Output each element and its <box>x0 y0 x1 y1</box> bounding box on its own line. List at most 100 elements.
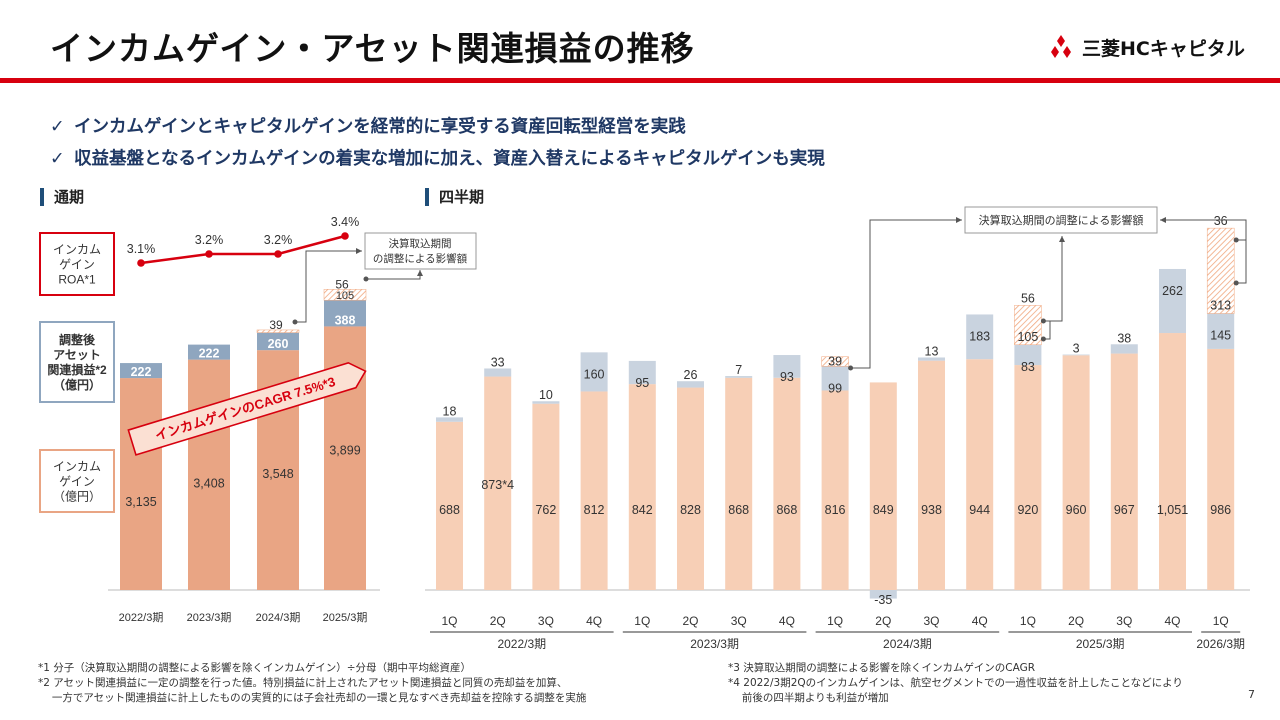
roa-label: 3.4% <box>331 215 360 229</box>
quarterly-asset-bar <box>1110 344 1138 354</box>
roa-point <box>137 259 145 267</box>
annual-callout-text: の調整による影響額 <box>373 252 468 265</box>
roa-label: 3.2% <box>264 233 293 247</box>
footnote-1: *1 分子（決算取込期間の調整による影響を除くインカムゲイン）÷分母（期中平均総… <box>38 662 472 674</box>
quarterly-asset-label: 262 <box>1162 284 1183 298</box>
roa-point <box>341 232 349 240</box>
quarterly-adjustment-bar <box>1206 227 1235 314</box>
quarterly-income-label: 828 <box>680 503 701 517</box>
quarterly-callout-connector <box>850 217 962 369</box>
footnote-4-cont: 前後の四半期よりも利益が増加 <box>728 692 889 704</box>
bullet-text-1: インカムゲインとキャピタルゲインを経常的に享受する資産回転型経営を実践 <box>74 117 686 137</box>
quarterly-asset-bar <box>436 417 463 422</box>
quarterly-category-label: 1Q <box>827 614 843 628</box>
quarterly-category-label: 3Q <box>731 614 747 628</box>
annual-callout-connector <box>366 270 423 280</box>
annual-category-label: 2025/3期 <box>323 611 368 624</box>
quarterly-category-label: 1Q <box>1213 614 1229 628</box>
footnote-2-cont: 一方でアセット関連損益に計上したものの実質的には子会社売却の一環と見なすべき売却… <box>38 692 587 704</box>
quarterly-income-label: 1,051 <box>1157 503 1188 517</box>
quarterly-asset-bar <box>918 357 945 361</box>
annual-income-bar <box>120 378 162 590</box>
annual-category-label: 2023/3期 <box>187 611 232 624</box>
legend-text-income: （億円） <box>53 490 101 504</box>
footnotes-right: *3 決算取込期間の調整による影響を除くインカムゲインのCAGR *4 2022… <box>728 660 1183 705</box>
quarterly-callout-text: 決算取込期間の調整による影響額 <box>979 213 1144 227</box>
annual-category-label: 2022/3期 <box>119 611 164 624</box>
annual-income-bar <box>188 359 230 590</box>
quarterly-asset-label: 26 <box>684 368 698 382</box>
quarterly-income-bar <box>1207 348 1235 590</box>
quarterly-income-label: 816 <box>825 503 846 517</box>
footnote-3: *3 決算取込期間の調整による影響を除くインカムゲインのCAGR <box>728 662 1036 674</box>
quarterly-callout-box <box>964 206 1158 234</box>
quarterly-asset-label: 3 <box>1073 342 1080 356</box>
quarterly-asset-label: 83 <box>1021 360 1035 374</box>
annual-adjustment-bar <box>323 289 367 301</box>
quarterly-asset-bar <box>532 401 560 404</box>
check-icon: ✓ <box>50 117 65 137</box>
quarterly-asset-bar <box>1014 344 1042 366</box>
quarterly-category-label: 3Q <box>923 614 939 628</box>
quarterly-income-label: 868 <box>776 503 797 517</box>
quarterly-asset-bar <box>725 376 753 378</box>
quarterly-income-bar <box>1014 365 1042 590</box>
company-logo: 三菱HCキャピタル <box>1048 33 1245 61</box>
legend-text-roa: ROA*1 <box>58 273 96 287</box>
annual-callout-text: 決算取込期間 <box>389 237 452 250</box>
quarterly-income-label: 762 <box>535 503 556 517</box>
quarterly-asset-bar <box>869 590 897 599</box>
quarterly-income-bar <box>436 421 463 590</box>
quarterly-callout-dot <box>1233 237 1239 243</box>
quarterly-adjustment-bar <box>821 356 849 367</box>
annual-callout-box <box>364 232 477 270</box>
annual-asset-bar <box>257 332 299 351</box>
annual-callout-connector <box>297 248 362 323</box>
page-title: インカムゲイン・アセット関連損益の推移 <box>50 29 695 68</box>
quarterly-adjustment-label: 56 <box>1021 291 1035 305</box>
annual-category-label: 2024/3期 <box>256 611 301 624</box>
quarterly-category-label: 3Q <box>1116 614 1132 628</box>
section-annual-heading: 通期 <box>40 188 84 206</box>
quarterly-income-bar <box>918 360 945 590</box>
quarterly-income-label: 688 <box>439 503 460 517</box>
quarterly-group-label: 2024/3期 <box>883 637 932 651</box>
quarterly-asset-bar <box>966 314 994 360</box>
page-number: 7 <box>1248 688 1255 701</box>
quarterly-income-bar <box>580 391 608 590</box>
roa-point <box>205 250 213 258</box>
quarterly-group-label: 2023/3期 <box>690 637 739 651</box>
annual-income-label: 3,408 <box>193 477 224 491</box>
quarterly-category-label: 1Q <box>441 614 457 628</box>
quarterly-asset-label: 13 <box>925 344 939 358</box>
annual-adjustment-label: 105 <box>336 290 354 302</box>
quarterly-asset-label: 99 <box>828 381 842 395</box>
bullet-1: ✓ インカムゲインとキャピタルゲインを経常的に享受する資産回転型経営を実践 <box>50 113 686 138</box>
footnote-4: *4 2022/3期2Qのインカムゲインは、航空セグメントでの一過性収益を計上し… <box>728 677 1183 689</box>
quarterly-income-bar <box>821 390 849 590</box>
annual-adjustment-label: 56 <box>335 277 349 291</box>
cagr-arrow <box>127 361 367 456</box>
quarterly-category-label: 1Q <box>1020 614 1036 628</box>
annual-asset-bar <box>120 363 162 379</box>
quarterly-asset-label: 10 <box>539 388 553 402</box>
header-divider <box>0 78 1280 83</box>
legend-text-income: ゲイン <box>59 475 95 489</box>
annual-income-label: 3,899 <box>329 443 360 457</box>
quarterly-asset-label: 160 <box>584 367 605 381</box>
annual-asset-bar <box>324 300 366 327</box>
quarterly-group-label: 2022/3期 <box>497 637 546 651</box>
quarterly-income-bar <box>484 376 512 590</box>
quarterly-income-bar <box>869 382 897 590</box>
quarterly-income-label: 920 <box>1017 503 1038 517</box>
quarterly-asset-bar <box>1062 354 1090 356</box>
annual-adjustment-label: 39 <box>269 318 283 332</box>
quarterly-asset-label: 93 <box>780 370 794 384</box>
legend-text-asset: 調整後 <box>59 332 96 347</box>
annual-asset-bar <box>188 344 230 360</box>
roa-label: 3.2% <box>195 233 224 247</box>
annual-asset-label: 222 <box>131 365 152 379</box>
quarterly-group-label: 2026/3期 <box>1196 637 1245 651</box>
quarterly-income-bar <box>628 384 656 590</box>
